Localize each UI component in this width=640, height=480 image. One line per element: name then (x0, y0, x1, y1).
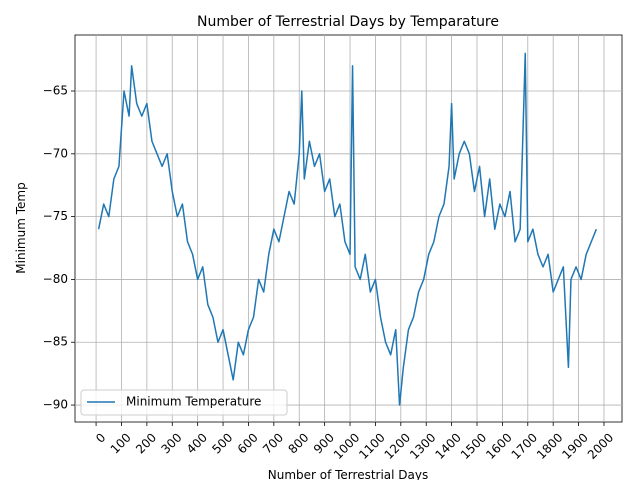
x-tick-label: 600 (235, 430, 261, 456)
x-tick-label: 1800 (534, 430, 565, 461)
x-tick-label: 2000 (585, 430, 616, 461)
x-tick-label: 100 (108, 430, 134, 456)
x-tick-label: 1200 (382, 430, 413, 461)
x-tick-label: 1400 (432, 430, 463, 461)
x-tick-label: 800 (285, 430, 311, 456)
x-tick-label: 1600 (483, 430, 514, 461)
x-tick-label: 400 (184, 430, 210, 456)
y-tick-label: −70 (43, 146, 68, 160)
y-tick-label: −90 (43, 398, 68, 412)
x-tick-label: 1700 (509, 430, 540, 461)
y-axis-label: Minimum Temp (14, 182, 28, 273)
x-tick-label: 1300 (407, 430, 438, 461)
x-tick-label: 1500 (458, 430, 489, 461)
y-tick-label: −85 (43, 335, 68, 349)
x-tick-label: 300 (159, 430, 185, 456)
x-axis-label: Number of Terrestrial Days (268, 468, 429, 480)
x-tick-label: 1000 (331, 430, 362, 461)
x-tick-label: 700 (260, 430, 286, 456)
x-tick-label: 200 (133, 430, 159, 456)
data-line (97, 52, 598, 406)
x-tick-label: 500 (209, 430, 235, 456)
x-tick-label: 1900 (559, 430, 590, 461)
chart-title: Number of Terrestrial Days by Temparatur… (197, 14, 499, 30)
legend: Minimum Temperature (80, 389, 288, 416)
y-tick-label: −65 (43, 84, 68, 98)
plot-frame (74, 34, 623, 423)
legend-box (80, 389, 288, 416)
legend-label: Minimum Temperature (126, 395, 261, 409)
y-tick-label: −75 (43, 209, 68, 223)
x-tick-label: 0 (93, 430, 108, 445)
x-tick-label: 1100 (356, 430, 387, 461)
y-tick-label: −80 (43, 272, 68, 286)
